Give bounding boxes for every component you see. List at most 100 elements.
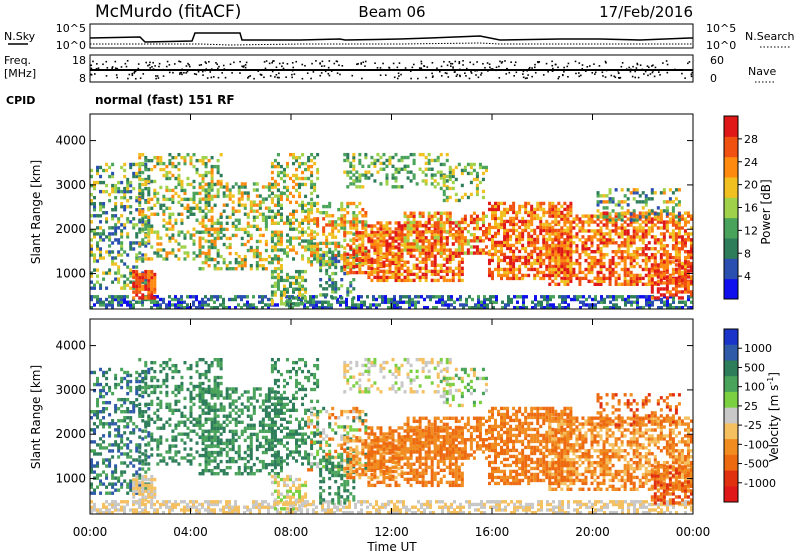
echo-cell	[322, 226, 325, 229]
echo-cell	[168, 177, 171, 180]
echo-cell	[349, 284, 352, 287]
echo-cell	[642, 250, 645, 253]
echo-cell	[120, 235, 123, 238]
echo-cell	[431, 218, 434, 221]
nave-dot	[372, 69, 374, 71]
nave-dot	[145, 62, 147, 64]
echo-cell	[431, 242, 434, 245]
nave-dot	[188, 64, 190, 66]
echo-cell	[461, 236, 464, 239]
echo-cell	[684, 229, 687, 232]
echo-cell	[536, 202, 539, 205]
echo-cell	[286, 299, 289, 302]
echo-cell	[651, 278, 654, 281]
echo-cell	[310, 211, 313, 214]
echo-cell	[256, 188, 259, 191]
echo-cell	[277, 194, 280, 197]
echo-cell	[422, 261, 425, 264]
echo-cell	[289, 248, 292, 251]
echo-cell	[413, 176, 416, 179]
echo-cell	[488, 226, 491, 229]
echo-cell	[461, 218, 464, 221]
echo-cell	[352, 214, 355, 217]
echo-cell	[624, 280, 627, 283]
nave-dot	[202, 71, 204, 73]
echo-cell	[467, 163, 470, 166]
echo-cell	[684, 244, 687, 247]
echo-cell	[645, 203, 648, 206]
echo-cell	[518, 208, 521, 211]
echo-cell	[557, 220, 560, 223]
echo-cell	[587, 223, 590, 226]
echo-cell	[431, 215, 434, 218]
echo-cell	[672, 235, 675, 238]
echo-cell	[325, 287, 328, 290]
echo-cell	[271, 210, 274, 213]
echo-cell	[609, 277, 612, 280]
echo-cell	[310, 205, 313, 208]
echo-cell	[283, 293, 286, 296]
echo-cell	[497, 271, 500, 274]
echo-cell	[186, 254, 189, 257]
echo-cell	[663, 238, 666, 241]
echo-cell	[410, 170, 413, 173]
nave-dot	[207, 77, 209, 79]
echo-cell	[669, 212, 672, 215]
echo-cell	[473, 236, 476, 239]
echo-cell	[515, 268, 518, 271]
echo-cell	[606, 211, 609, 214]
echo-cell	[422, 212, 425, 215]
echo-cell	[253, 200, 256, 203]
echo-cell	[476, 224, 479, 227]
echo-cell	[129, 163, 132, 166]
echo-cell	[642, 220, 645, 223]
echo-cell	[509, 238, 512, 241]
echo-cell	[597, 271, 600, 274]
echo-cell	[434, 279, 437, 282]
nave-dot	[405, 67, 407, 69]
echo-cell	[584, 253, 587, 256]
echo-cell	[566, 283, 569, 286]
echo-cell	[129, 271, 132, 274]
echo-cell	[349, 239, 352, 242]
echo-cell	[518, 232, 521, 235]
echo-cell	[352, 153, 355, 156]
echo-cell	[147, 190, 150, 193]
echo-cell	[322, 242, 325, 245]
echo-cell	[542, 253, 545, 256]
echo-cell	[435, 301, 438, 304]
echo-cell	[557, 262, 560, 265]
echo-cell	[364, 223, 367, 226]
echo-cell	[437, 227, 440, 230]
echo-cell	[298, 276, 301, 279]
echo-cell	[594, 220, 597, 223]
echo-cell	[268, 255, 271, 258]
echo-cell	[123, 205, 126, 208]
echo-cell	[93, 253, 96, 256]
echo-cell	[141, 257, 144, 260]
echo-cell	[102, 202, 105, 205]
echo-cell	[398, 251, 401, 254]
echo-cell	[494, 235, 497, 238]
echo-cell	[340, 220, 343, 223]
echo-cell	[449, 267, 452, 270]
echo-cell	[657, 226, 660, 229]
echo-cell	[410, 242, 413, 245]
echo-cell	[211, 224, 214, 227]
echo-cell	[624, 212, 627, 215]
echo-cell	[304, 177, 307, 180]
echo-cell	[361, 208, 364, 211]
nave-dot	[196, 74, 198, 76]
echo-cell	[521, 277, 524, 280]
echo-cell	[422, 153, 425, 156]
echo-cell	[398, 170, 401, 173]
echo-cell	[684, 284, 687, 287]
echo-cell	[120, 229, 123, 232]
echo-cell	[388, 233, 391, 236]
echo-cell	[542, 202, 545, 205]
echo-cell	[156, 159, 159, 162]
echo-cell	[177, 177, 180, 180]
echo-cell	[96, 232, 99, 235]
echo-cell	[551, 259, 554, 262]
